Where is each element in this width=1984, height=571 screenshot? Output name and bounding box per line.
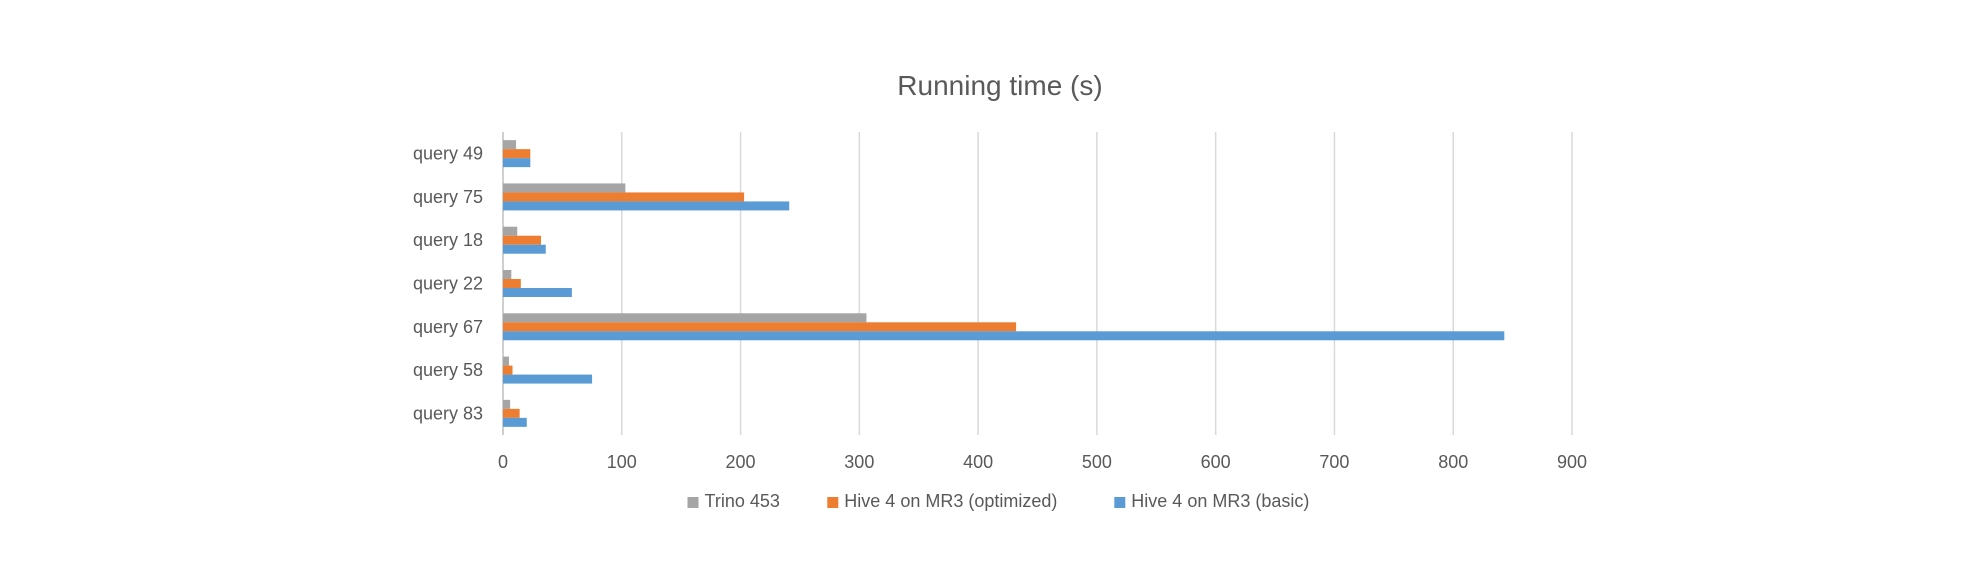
category-label: query 75 bbox=[413, 187, 483, 207]
bar-query-83-series-3 bbox=[503, 417, 527, 427]
legend-swatch bbox=[687, 497, 699, 508]
x-axis-ticks: 0 100 200 300 400 500 600 700 800 900 bbox=[498, 452, 1587, 472]
x-tick-label: 500 bbox=[1082, 452, 1112, 472]
x-tick-label: 800 bbox=[1438, 452, 1468, 472]
bar-query-75-series-1 bbox=[503, 183, 626, 193]
bar-query-58-series-1 bbox=[503, 356, 509, 366]
x-tick-label: 700 bbox=[1319, 452, 1349, 472]
bar-query-58-series-2 bbox=[503, 365, 513, 375]
bar-query-22-series-3 bbox=[503, 288, 572, 297]
category-label: query 83 bbox=[413, 403, 483, 423]
bar-query-18-series-2 bbox=[503, 235, 542, 245]
bars bbox=[503, 140, 1505, 427]
x-tick-label: 300 bbox=[844, 452, 874, 472]
legend: Trino 453 Hive 4 on MR3 (optimized) Hive 4… bbox=[687, 491, 1309, 511]
legend-label: Hive 4 on MR3 (optimized) bbox=[844, 491, 1057, 511]
category-label: query 18 bbox=[413, 230, 483, 250]
bar-query-83-series-2 bbox=[503, 408, 520, 418]
bar-query-67-series-3 bbox=[503, 331, 1505, 341]
bar-query-75-series-2 bbox=[503, 192, 745, 202]
bar-query-67-series-1 bbox=[503, 313, 867, 323]
category-label: query 22 bbox=[413, 274, 483, 294]
legend-swatch bbox=[1114, 497, 1126, 508]
bar-query-18-series-1 bbox=[503, 226, 518, 236]
category-label: query 58 bbox=[413, 360, 483, 380]
legend-label: Hive 4 on MR3 (basic) bbox=[1131, 491, 1309, 511]
bar-query-22-series-1 bbox=[503, 270, 512, 279]
gridlines bbox=[502, 132, 1573, 435]
x-tick-label: 0 bbox=[498, 452, 508, 472]
legend-item: Hive 4 on MR3 (optimized) bbox=[827, 491, 1057, 511]
bar-query-58-series-3 bbox=[503, 374, 593, 384]
chart-title: Running time (s) bbox=[897, 70, 1102, 101]
x-tick-label: 200 bbox=[726, 452, 756, 472]
category-labels: query 49 query 75 query 18 query 22 query 67… bbox=[413, 144, 483, 424]
bar-query-83-series-1 bbox=[503, 399, 511, 409]
legend-label: Trino 453 bbox=[705, 491, 780, 511]
legend-item: Hive 4 on MR3 (basic) bbox=[1114, 491, 1309, 511]
bar-query-18-series-3 bbox=[503, 244, 546, 254]
bar-query-22-series-2 bbox=[503, 279, 521, 288]
legend-item: Trino 453 bbox=[687, 491, 780, 511]
x-tick-label: 400 bbox=[963, 452, 993, 472]
category-label: query 67 bbox=[413, 317, 483, 337]
bar-query-49-series-2 bbox=[503, 149, 531, 159]
x-tick-label: 600 bbox=[1201, 452, 1231, 472]
bar-query-49-series-1 bbox=[503, 140, 517, 150]
x-tick-label: 100 bbox=[607, 452, 637, 472]
category-label: query 49 bbox=[413, 144, 483, 164]
x-tick-label: 900 bbox=[1557, 452, 1587, 472]
bar-query-67-series-2 bbox=[503, 322, 1017, 332]
bar-query-75-series-3 bbox=[503, 201, 790, 211]
legend-swatch bbox=[827, 497, 839, 508]
bar-query-49-series-3 bbox=[503, 158, 531, 168]
